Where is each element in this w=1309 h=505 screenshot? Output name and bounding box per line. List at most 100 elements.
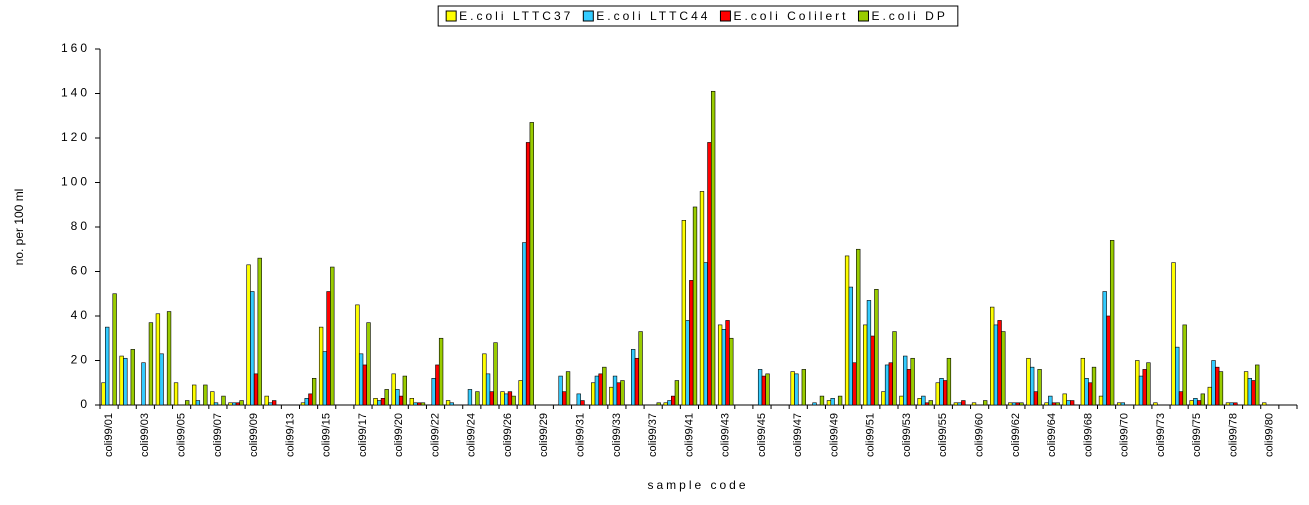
- x-tick-label: coli99/55: [937, 413, 949, 457]
- bar: [681, 220, 687, 406]
- bar: [232, 402, 237, 406]
- bar: [631, 349, 636, 406]
- bar: [1069, 400, 1075, 406]
- x-tick-label: coli99/49: [828, 413, 840, 457]
- bar: [529, 122, 534, 406]
- bar: [634, 357, 640, 406]
- bar: [888, 362, 893, 406]
- x-axis-title: sample code: [647, 478, 748, 492]
- x-tick-label: coli99/53: [901, 413, 913, 457]
- bar: [692, 206, 698, 406]
- bar: [961, 400, 966, 406]
- bar: [417, 402, 422, 406]
- bar: [717, 324, 723, 406]
- bar: [946, 357, 952, 406]
- legend-label: E.coli LTTC44: [596, 9, 710, 23]
- x-tick-label: coli99/09: [248, 413, 260, 457]
- bar: [507, 391, 513, 406]
- x-tick-label: coli99/29: [538, 413, 550, 457]
- bar: [591, 382, 596, 406]
- bar: [899, 395, 904, 406]
- y-tick-label: 0: [80, 397, 90, 411]
- x-tick-label: coli99/24: [466, 413, 478, 457]
- bar: [391, 373, 396, 406]
- bar: [1120, 402, 1126, 406]
- bar: [598, 373, 603, 406]
- bar: [398, 395, 404, 406]
- bar: [921, 395, 926, 406]
- bar: [1175, 346, 1180, 406]
- bar: [837, 395, 843, 406]
- bar: [1091, 366, 1097, 406]
- bar: [235, 402, 241, 406]
- bar: [326, 291, 331, 406]
- x-tick-label: coli99/03: [139, 413, 151, 457]
- bar: [565, 371, 571, 406]
- bar: [166, 311, 172, 406]
- bar: [910, 357, 915, 406]
- legend-swatch: [857, 10, 869, 22]
- bar: [1080, 357, 1086, 406]
- bar: [1200, 393, 1205, 406]
- bar: [870, 335, 875, 406]
- bar: [148, 322, 154, 406]
- bar: [438, 337, 444, 406]
- bar: [1178, 391, 1184, 406]
- bar: [667, 400, 672, 406]
- bar: [990, 306, 995, 406]
- bar: [1189, 400, 1194, 406]
- bar: [928, 400, 933, 406]
- x-tick-label: coli99/43: [720, 413, 732, 457]
- bar: [246, 264, 251, 406]
- bar: [482, 353, 487, 406]
- bar: [101, 382, 106, 406]
- bar: [725, 320, 730, 406]
- bar: [997, 320, 1002, 406]
- x-tick-label: coli99/13: [284, 413, 296, 457]
- bar: [1251, 380, 1256, 406]
- bar: [1084, 377, 1089, 406]
- bar: [1135, 360, 1140, 406]
- bar: [1116, 402, 1122, 406]
- bar: [656, 402, 661, 406]
- legend-label: E.coli LTTC37: [459, 9, 573, 23]
- x-tick-label: coli99/47: [792, 413, 804, 457]
- bar: [761, 375, 766, 406]
- y-tick-label: 40: [71, 308, 90, 322]
- x-tick-label: coli99/31: [575, 413, 587, 457]
- bar: [939, 377, 944, 406]
- bar: [271, 400, 277, 406]
- bar: [703, 262, 708, 406]
- bar: [185, 400, 190, 406]
- legend-swatch: [445, 10, 457, 22]
- bar: [475, 391, 480, 406]
- bar: [943, 380, 948, 406]
- bar: [384, 389, 389, 406]
- bar: [1088, 382, 1093, 406]
- bar: [1262, 402, 1267, 406]
- bar: [794, 373, 799, 406]
- bar: [1051, 402, 1057, 406]
- bar: [355, 304, 360, 406]
- bar: [1138, 375, 1144, 406]
- bar: [1243, 371, 1249, 406]
- bar: [318, 326, 324, 406]
- x-tick-label: coli99/22: [429, 413, 441, 457]
- bar: [892, 331, 897, 406]
- bar: [819, 395, 825, 406]
- bar: [1247, 377, 1252, 406]
- bar: [358, 353, 364, 406]
- x-tick-label: coli99/60: [974, 413, 986, 457]
- bar: [195, 400, 201, 406]
- bar: [119, 355, 124, 406]
- legend-label: E.coli Colilert: [733, 9, 848, 23]
- bar: [830, 398, 835, 406]
- bar: [790, 371, 795, 406]
- bar: [1033, 391, 1039, 406]
- bar: [1215, 366, 1220, 406]
- bar: [362, 364, 367, 406]
- bar: [250, 291, 255, 406]
- bar: [445, 400, 451, 406]
- x-tick-label: coli99/68: [1082, 413, 1094, 457]
- bar: [1102, 291, 1107, 406]
